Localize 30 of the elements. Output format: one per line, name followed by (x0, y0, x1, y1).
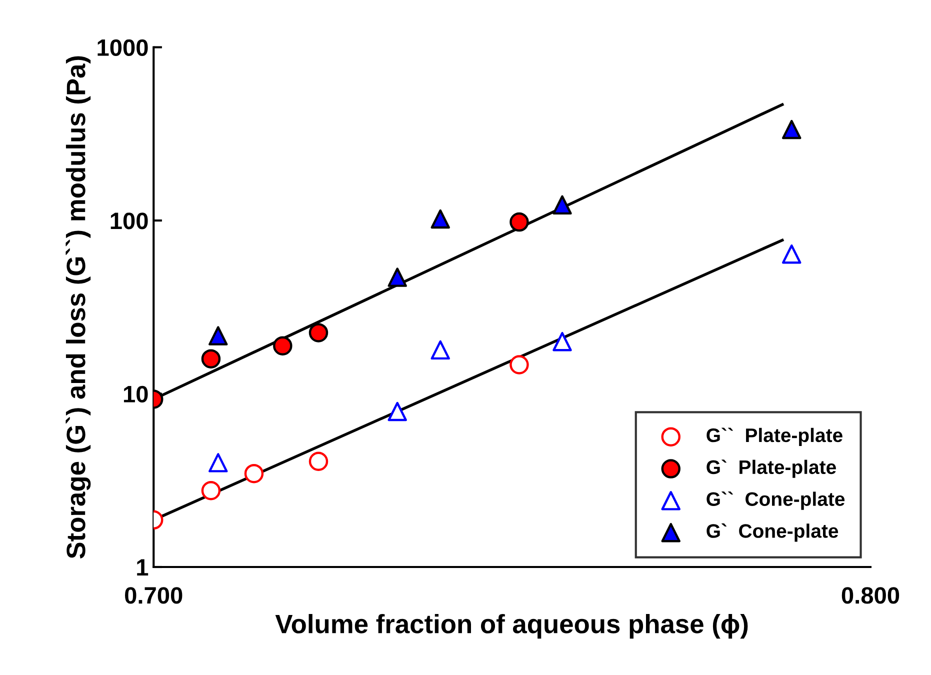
legend-label: G`` Cone-plate (706, 492, 845, 510)
y-tick-label: 10 (124, 386, 148, 403)
point (201, 480, 221, 500)
point (308, 452, 328, 472)
point (552, 195, 572, 215)
point (510, 355, 529, 374)
legend-label: G` Plate-plate (706, 460, 836, 478)
x-tick-label: 0.700 (125, 587, 182, 604)
x-tick-label: 0.800 (842, 587, 900, 604)
point (201, 349, 221, 368)
point (552, 332, 572, 352)
point (244, 464, 264, 484)
y-axis-title: Storage (G`) and loss (G``) modulus (Pa) (66, 56, 91, 559)
y-tick-label: 1000 (98, 39, 148, 56)
point (308, 323, 328, 342)
point (430, 209, 450, 229)
point (208, 326, 228, 346)
point (208, 453, 228, 472)
x-axis-title: Volume fraction of aqueous phase (ϕ) (275, 614, 748, 639)
point (510, 212, 529, 232)
legend-label: G` Cone-plate (706, 523, 838, 542)
y-tick-label: 100 (110, 212, 148, 230)
point (782, 244, 802, 264)
point (388, 268, 407, 287)
point (430, 340, 450, 360)
point (388, 402, 407, 422)
point (782, 120, 802, 140)
legend-label: G`` Plate-plate (706, 428, 842, 446)
y-tick-label: 1 (137, 559, 148, 576)
point (273, 336, 292, 356)
